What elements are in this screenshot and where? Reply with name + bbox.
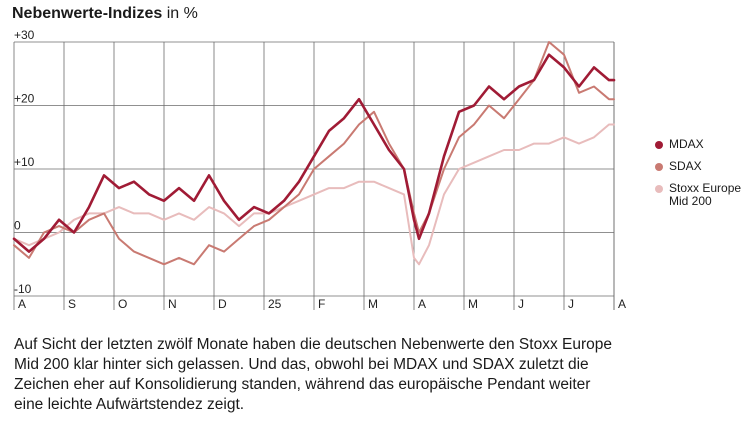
legend-label: SDAX — [669, 159, 702, 173]
line-chart: -10 0 +10 +20 +30 A S O N D 25 F M A M J J A — [12, 28, 626, 311]
y-tick-label: +10 — [14, 155, 35, 169]
series-line-mdax — [12, 53, 616, 253]
legend-label: Stoxx Europe Mid 200 — [669, 181, 742, 208]
x-tick-label: 25 — [268, 297, 282, 311]
x-tick-label: F — [318, 297, 325, 311]
grid-lines — [13, 41, 615, 310]
caption-text: Auf Sicht der letzten zwölf Monate haben… — [14, 336, 612, 413]
legend: MDAX SDAX Stoxx Europe Mid 200 — [655, 138, 749, 217]
legend-marker — [655, 141, 663, 149]
x-tick-label: O — [118, 297, 127, 311]
x-tick-label: S — [68, 297, 76, 311]
x-tick-label: M — [468, 297, 478, 311]
legend-item: MDAX — [655, 138, 749, 151]
legend-marker — [655, 163, 663, 171]
legend-item: SDAX — [655, 160, 749, 173]
legend-marker — [655, 185, 663, 193]
y-tick-label: 0 — [14, 219, 21, 233]
series-line-sdax — [13, 41, 615, 266]
x-tick-label: M — [368, 297, 378, 311]
x-tick-label: N — [168, 297, 177, 311]
legend-item: Stoxx Europe Mid 200 — [655, 182, 749, 208]
legend-label: MDAX — [669, 137, 704, 151]
x-tick-label: J — [518, 297, 524, 311]
x-tick-label: A — [18, 297, 26, 311]
x-tick-label: J — [568, 297, 574, 311]
y-tick-label: +30 — [14, 28, 35, 42]
y-tick-label: -10 — [14, 282, 32, 296]
x-tick-label: A — [418, 297, 426, 311]
x-tick-label: D — [218, 297, 227, 311]
chart-title: Nebenwerte-Indizes in % — [12, 5, 198, 23]
y-tick-label: +20 — [14, 92, 35, 106]
series-lines — [12, 41, 616, 266]
axis-labels: -10 0 +10 +20 +30 A S O N D 25 F M A M J J A — [14, 28, 626, 311]
series-line-stoxx-europe-mid-200 — [13, 123, 615, 266]
chart-title-unit: in % — [166, 5, 198, 22]
chart-title-main: Nebenwerte-Indizes — [12, 5, 163, 22]
x-tick-label: A — [618, 297, 626, 311]
